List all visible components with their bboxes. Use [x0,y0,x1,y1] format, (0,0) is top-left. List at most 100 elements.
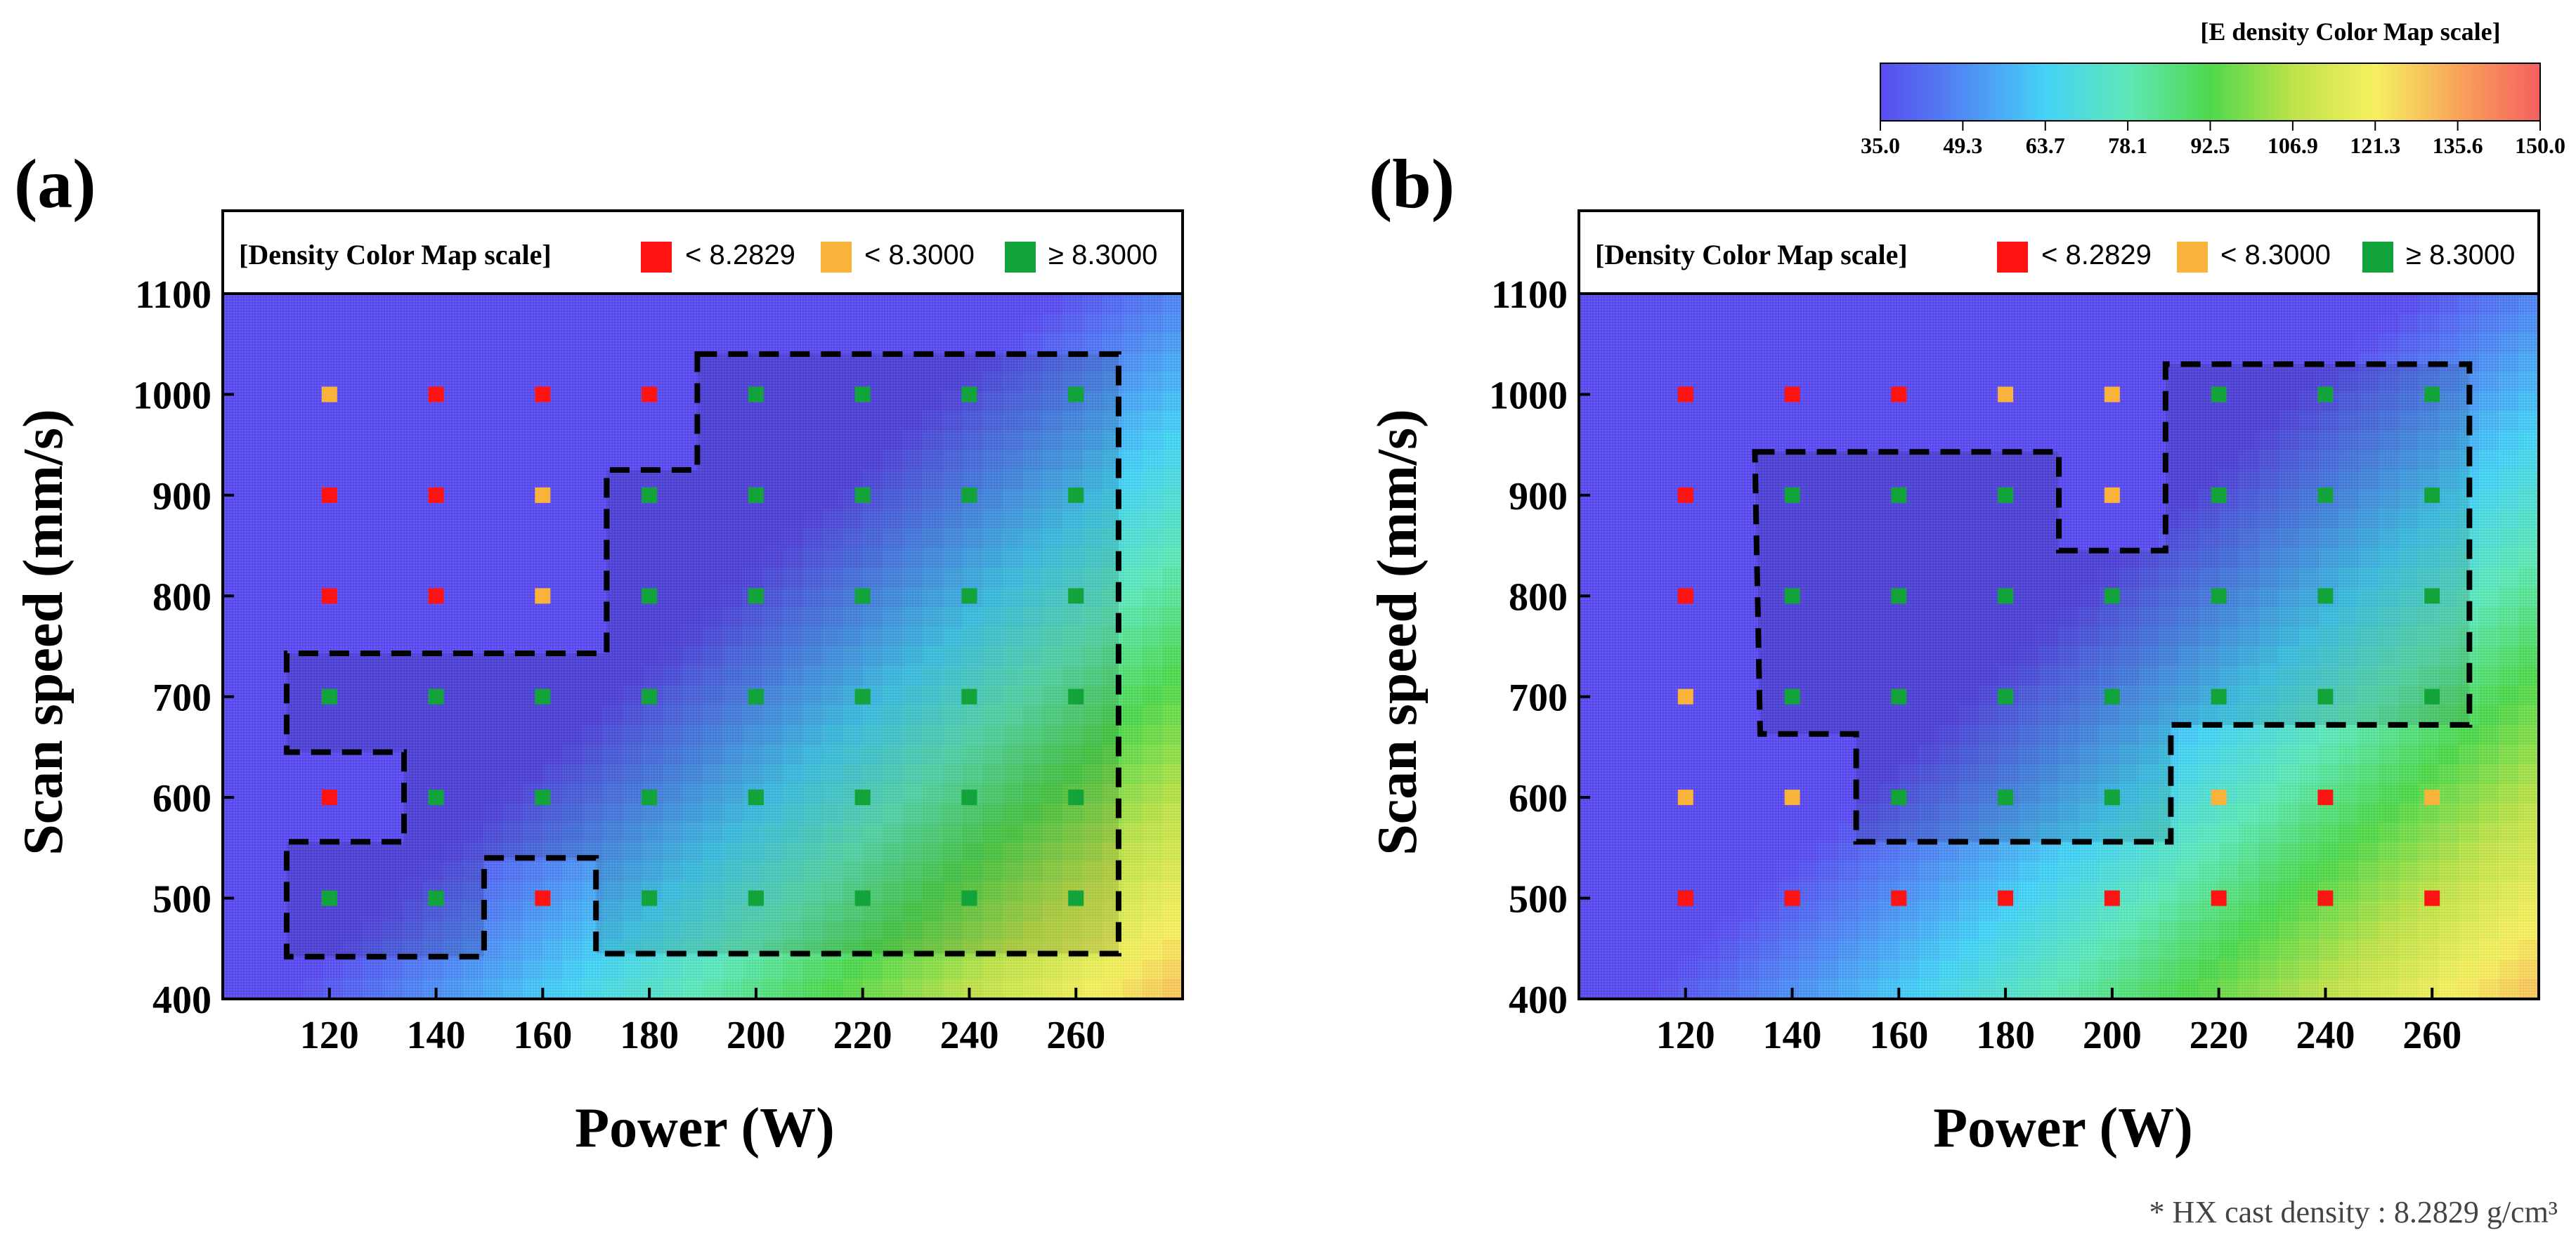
panel-b-y-tick-label: 1000 [1489,374,1568,417]
panel-a-point-green [642,588,658,604]
panel-a-legend-swatch-red [641,242,672,273]
colorbar-tick-label: 121.3 [2350,133,2400,158]
panel-b-legend: [Density Color Map scale] < 8.2829 < 8.3… [1578,209,2540,295]
panel-b-x-tick-label: 240 [2296,1014,2355,1057]
panel-a-point-red [535,386,551,403]
panel-a-plot: 120 140 160 180 200 220 240 260 400 500 600 700 800 9… [133,273,1184,1057]
panel-b-point-green [2317,688,2334,705]
panel-a-y-tick-label: 700 [152,676,212,720]
panel-a-legend-label-orange: < 8.3000 [864,240,975,270]
panel-b-ylabel: Scan speed (mm/s) [1367,409,1429,856]
panel-b-point-green [2104,688,2120,705]
panel-a-y-tick-label: 400 [152,979,212,1022]
panel-b-y-tick-label: 500 [1509,878,1568,922]
panel-b-y-tick-label: 1100 [1491,273,1568,317]
panel-b-point-red [1784,890,1800,906]
panel-b-point-red [1998,890,2014,906]
panel-b-point-orange [1677,688,1693,705]
panel-b-x-tick-label: 260 [2402,1014,2461,1057]
panel-a-point-green [642,890,658,906]
panel-a-point-green [748,588,764,604]
panel-b-legend-label-orange: < 8.3000 [2220,240,2331,270]
panel-a-point-red [428,487,444,503]
panel-a-point-green [535,790,551,806]
panel-b-point-green [1891,688,1907,705]
panel-b-legend-swatch-green [2362,242,2393,273]
panel-a-point-green [642,790,658,806]
panel-a-point-green [642,688,658,705]
panel-b-point-green [2211,487,2227,503]
panel-b-point-green [2317,588,2334,604]
colorbar-tick-label: 78.1 [2108,133,2147,158]
panel-a-point-green [961,487,977,503]
panel-a-legend-swatch-green [1005,242,1036,273]
panel-a-point-red [428,588,444,604]
panel-b-point-red [1784,386,1800,403]
panel-b-point-green [1784,487,1800,503]
panel-a-y-tick-label: 600 [152,777,212,821]
panel-a-point-red [321,487,337,503]
panel-b-point-red [1891,890,1907,906]
panel-b-point-green [2424,688,2440,705]
panel-a-point-green [748,688,764,705]
colorbar-gradient-bar [1880,63,2541,122]
panel-b-point-green [2424,588,2440,604]
panel-b-point-green [2211,688,2227,705]
panel-b-point-red [2211,890,2227,906]
panel-b-point-red [2424,890,2440,906]
panel-a-x-tick-label: 140 [407,1014,466,1057]
panel-a-point-green [854,386,871,403]
panel-a-y-tick-label: 900 [152,475,212,518]
panel-b-point-orange [1677,790,1693,806]
panel-b-point-green [2424,487,2440,503]
panel-b-point-red [1677,890,1693,906]
panel-a-y-tick-label: 500 [152,878,212,922]
panel-b-y-tick-label: 400 [1509,979,1568,1022]
panel-b-plot: 120 140 160 180 200 220 240 260 400 500 600 700 800 9… [1489,273,2540,1057]
panel-b-point-green [1998,688,2014,705]
panel-a-x-tick-label: 260 [1046,1014,1105,1057]
panel-b-label: (b) [1369,145,1455,223]
colorbar-tick-label: 63.7 [2026,133,2065,158]
panel-b-point-green [2317,487,2334,503]
panel-b-point-red [1891,386,1907,403]
panel-b-point-green [1784,688,1800,705]
panel-a-point-red [321,588,337,604]
colorbar-tick-label: 92.5 [2191,133,2230,158]
panel-a-point-green [428,790,444,806]
panel-a-legend-title: [Density Color Map scale] [239,239,552,270]
panel-a-x-tick-label: 220 [833,1014,892,1057]
panel-a-x-tick-label: 120 [300,1014,359,1057]
panel-a-y-tick-label: 1100 [135,273,212,317]
panel-a-point-green [1068,487,1084,503]
panel-a-legend: [Density Color Map scale] < 8.2829 < 8.3… [221,209,1184,295]
panel-b-point-green [2104,790,2120,806]
panel-a-point-green [748,386,764,403]
panel-b-legend-swatch-red [1997,242,2028,273]
panel-b-point-orange [2211,790,2227,806]
panel-a-point-green [854,487,871,503]
panel-b-point-green [1998,487,2014,503]
panel-a-point-green [642,487,658,503]
panel-a-point-red [642,386,658,403]
panel-b-point-green [2211,386,2227,403]
colorbar-tick-label: 150.0 [2515,133,2565,158]
panel-b-point-orange [2424,790,2440,806]
panel-b-y-tick-label: 900 [1509,475,1568,518]
panel-a-y-tick-label: 800 [152,575,212,619]
panel-a-point-green [1068,588,1084,604]
panel-a: (a) 120 140 160 180 200 220 240 260 400 500 600 700… [13,145,1184,1159]
panel-a-point-green [428,890,444,906]
panel-b-x-tick-label: 140 [1763,1014,1822,1057]
panel-a-point-green [1068,790,1084,806]
panel-a-point-green [748,790,764,806]
panel-a-point-orange [535,588,551,604]
colorbar-tick-label: 35.0 [1861,133,1900,158]
panel-b-point-green [2424,386,2440,403]
panel-a-point-green [961,386,977,403]
panel-a-point-green [961,588,977,604]
panel-a-point-green [321,890,337,906]
panel-b-x-tick-label: 120 [1656,1014,1715,1057]
panel-b-point-orange [1784,790,1800,806]
